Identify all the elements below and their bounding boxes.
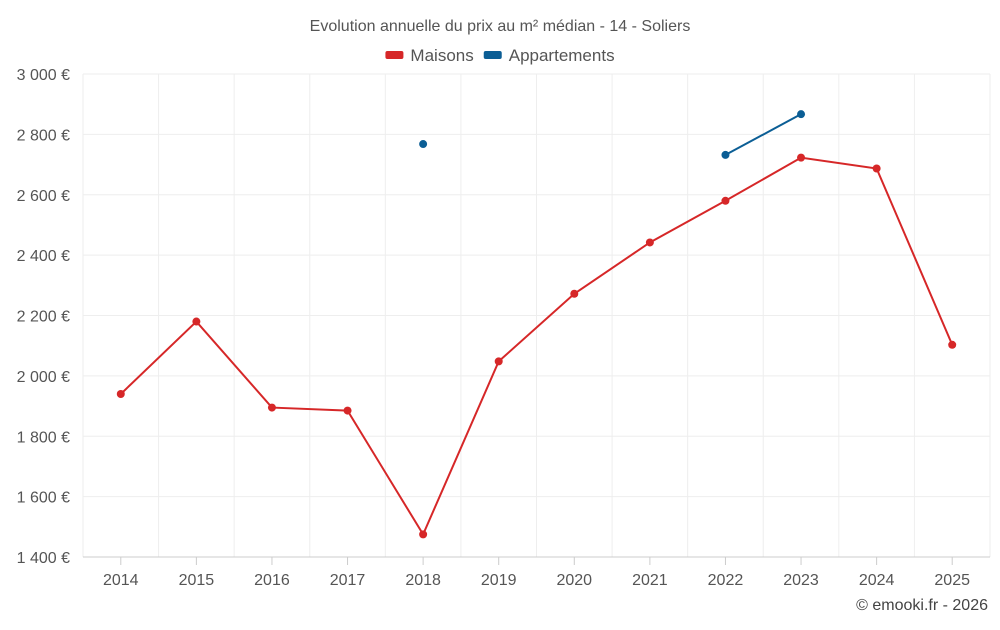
grid-lines [82, 73, 991, 558]
data-point[interactable] [797, 110, 806, 119]
legend-swatch [385, 51, 404, 59]
data-point[interactable] [343, 406, 352, 415]
series-line [724, 113, 802, 156]
y-tick-label: 1 400 € [17, 550, 70, 567]
data-point[interactable] [570, 289, 579, 298]
data-point[interactable] [721, 196, 730, 205]
data-point[interactable] [192, 317, 201, 326]
legend-label: Maisons [410, 46, 473, 65]
x-tick-label: 2020 [556, 572, 592, 589]
y-tick-label: 1 600 € [17, 490, 70, 507]
y-tick-label: 2 800 € [17, 127, 70, 144]
y-tick-label: 2 000 € [17, 369, 70, 386]
x-tick-label: 2025 [934, 572, 970, 589]
legend-item-maisons[interactable]: Maisons [385, 46, 474, 65]
legend: Maisons Appartements [385, 46, 615, 65]
series-maisons [116, 153, 957, 539]
data-point[interactable] [797, 153, 806, 162]
chart-title: Evolution annuelle du prix au m² médian … [310, 18, 691, 35]
y-tick-label: 3 000 € [17, 67, 70, 84]
credit-text: © emooki.fr - 2026 [856, 597, 988, 614]
x-tick-label: 2015 [179, 572, 215, 589]
legend-swatch [483, 51, 502, 59]
x-tick-label: 2021 [632, 572, 668, 589]
data-point[interactable] [645, 238, 654, 247]
data-point[interactable] [116, 389, 125, 398]
y-tick-label: 2 200 € [17, 309, 70, 326]
legend-label: Appartements [509, 46, 615, 65]
y-axis: 1 400 € 1 600 € 1 800 € 2 000 € 2 200 € 2 400… [17, 67, 70, 567]
series-layer [116, 110, 957, 539]
data-point[interactable] [419, 530, 428, 539]
x-axis: 2014 2015 2016 2017 2018 2019 2020 2021 2022 2023… [83, 556, 990, 589]
x-tick-label: 2019 [481, 572, 517, 589]
data-point[interactable] [948, 340, 957, 349]
data-point[interactable] [721, 150, 730, 159]
x-tick-label: 2014 [103, 572, 139, 589]
x-tick-label: 2017 [330, 572, 366, 589]
series-appartements [419, 110, 806, 159]
data-point[interactable] [494, 357, 503, 366]
x-tick-label: 2023 [783, 572, 819, 589]
x-tick-label: 2024 [859, 572, 895, 589]
y-tick-label: 1 800 € [17, 429, 70, 446]
x-tick-label: 2022 [708, 572, 744, 589]
x-tick-label: 2018 [405, 572, 441, 589]
data-point[interactable] [419, 140, 428, 149]
legend-item-appartements[interactable]: Appartements [483, 46, 615, 65]
x-tick-label: 2016 [254, 572, 290, 589]
y-tick-label: 2 400 € [17, 248, 70, 265]
series-line [120, 156, 954, 537]
y-tick-label: 2 600 € [17, 188, 70, 205]
data-point[interactable] [872, 164, 881, 173]
data-point[interactable] [267, 403, 276, 412]
